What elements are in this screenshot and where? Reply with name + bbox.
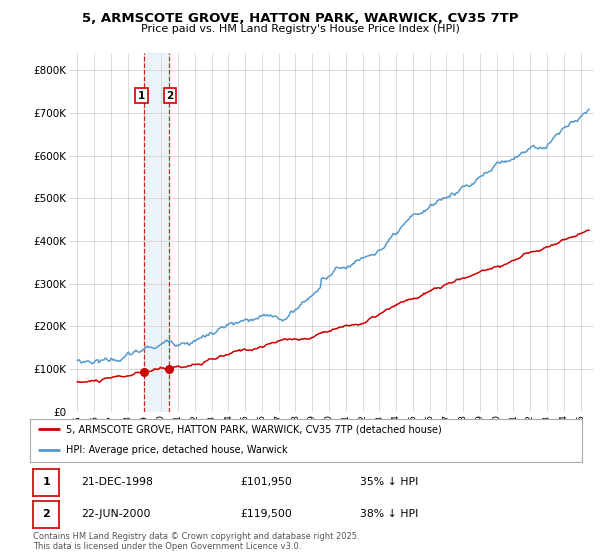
Text: Price paid vs. HM Land Registry's House Price Index (HPI): Price paid vs. HM Land Registry's House … — [140, 24, 460, 34]
Text: 1: 1 — [43, 477, 50, 487]
Text: 35% ↓ HPI: 35% ↓ HPI — [360, 477, 418, 487]
Text: 21-DEC-1998: 21-DEC-1998 — [81, 477, 153, 487]
Text: £119,500: £119,500 — [240, 509, 292, 519]
Bar — [144, 53, 169, 412]
Text: 5, ARMSCOTE GROVE, HATTON PARK, WARWICK, CV35 7TP (detached house): 5, ARMSCOTE GROVE, HATTON PARK, WARWICK,… — [66, 424, 442, 434]
Text: 38% ↓ HPI: 38% ↓ HPI — [360, 509, 418, 519]
Text: 1: 1 — [138, 91, 145, 101]
Text: 22-JUN-2000: 22-JUN-2000 — [81, 509, 151, 519]
Text: Contains HM Land Registry data © Crown copyright and database right 2025.
This d: Contains HM Land Registry data © Crown c… — [33, 532, 359, 552]
Text: 2: 2 — [166, 91, 173, 101]
Text: 2: 2 — [43, 509, 50, 519]
Text: 5, ARMSCOTE GROVE, HATTON PARK, WARWICK, CV35 7TP: 5, ARMSCOTE GROVE, HATTON PARK, WARWICK,… — [82, 12, 518, 25]
Text: £101,950: £101,950 — [240, 477, 292, 487]
Text: HPI: Average price, detached house, Warwick: HPI: Average price, detached house, Warw… — [66, 445, 287, 455]
